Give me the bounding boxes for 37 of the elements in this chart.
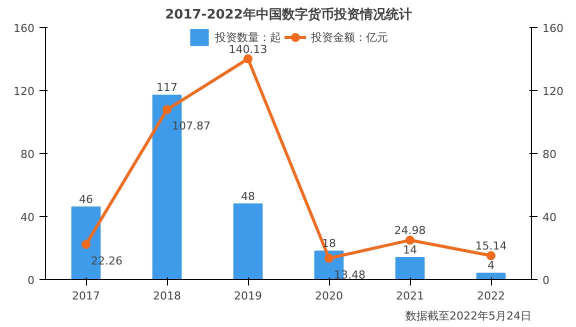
chart-title: 2017-2022年中国数字货币投资情况统计	[165, 6, 412, 22]
point	[406, 236, 414, 245]
y2-tick-label: 40	[542, 211, 556, 224]
data-label: 48	[241, 190, 255, 203]
legend-label: 投资金额：亿元	[311, 30, 388, 44]
data-label: 4	[488, 259, 494, 272]
x-tick-label: 2021	[396, 290, 424, 302]
data-label: 140.13	[228, 42, 268, 56]
x-tick-label: 2017	[72, 290, 100, 302]
x-tick-label: 2019	[234, 290, 262, 302]
y-tick-label: 0	[28, 274, 34, 287]
y2-tick-label: 0	[542, 274, 550, 287]
y2-tick-label: 160	[542, 22, 564, 35]
bar	[476, 272, 506, 280]
y-tick-label: 120	[14, 85, 35, 98]
data-label: 24.98	[394, 224, 426, 238]
y2-tick-label: 120	[542, 85, 564, 98]
y2-tick-label: 80	[542, 148, 556, 161]
point	[244, 54, 252, 64]
point	[82, 240, 90, 249]
data-label: 15.14	[475, 240, 507, 253]
data-label: 117	[156, 81, 178, 94]
bar	[395, 256, 425, 280]
y-tick-label: 40	[20, 211, 35, 224]
y-tick-label: 80	[20, 148, 35, 161]
point	[486, 251, 496, 260]
y-tick-label: 160	[14, 22, 35, 35]
x-tick-label: 2020	[315, 290, 344, 302]
legend-label: 投资数量：起	[215, 30, 281, 44]
text: 数据截至2022年5月24日	[406, 310, 532, 322]
data-label: 14	[403, 243, 417, 256]
bar	[233, 203, 263, 280]
point	[324, 254, 334, 263]
x-tick-label: 2022	[477, 290, 506, 302]
point	[162, 105, 172, 114]
x-tick-label: 2018	[153, 290, 182, 302]
data-label: 46	[79, 193, 93, 206]
